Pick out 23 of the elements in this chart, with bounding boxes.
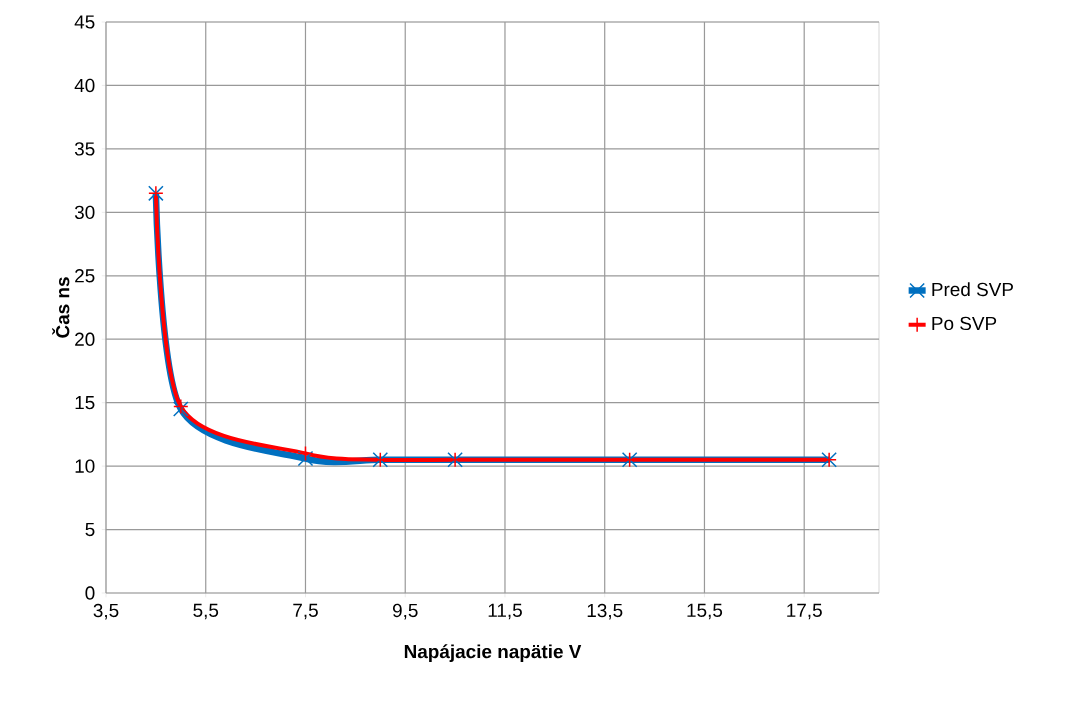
y-tick-label: 0 xyxy=(85,586,95,600)
x-tick-label: 13,5 xyxy=(587,603,623,620)
legend-label: Po SVP xyxy=(932,316,997,331)
y-tick-label: 40 xyxy=(74,78,95,93)
y-tick-label: 10 xyxy=(75,459,95,473)
x-tick-label: 17,5 xyxy=(787,603,822,620)
y-axis-title: Čas ns xyxy=(52,277,70,338)
y-tick-label: 25 xyxy=(75,269,95,283)
x-tick-label: 9,5 xyxy=(392,603,418,620)
y-tick-label: 5 xyxy=(85,522,95,537)
x-tick-label: 3,5 xyxy=(93,603,119,620)
y-tick-label: 20 xyxy=(75,332,95,346)
y-tick-label: 15 xyxy=(75,396,95,410)
y-tick-label: 35 xyxy=(74,142,95,156)
point xyxy=(297,445,314,462)
x-tick-label: 15,5 xyxy=(687,603,723,620)
y-tick-label: 30 xyxy=(74,205,95,220)
x-axis-title: Napájacie napätie V xyxy=(404,644,582,663)
x-tick-label: 5,5 xyxy=(193,603,219,620)
y-tick-label: 45 xyxy=(74,15,95,29)
x-tick-label: 7,5 xyxy=(293,603,318,620)
x-tick-label: 11,5 xyxy=(488,603,522,620)
legend-label: Pred SVP xyxy=(932,282,1013,297)
